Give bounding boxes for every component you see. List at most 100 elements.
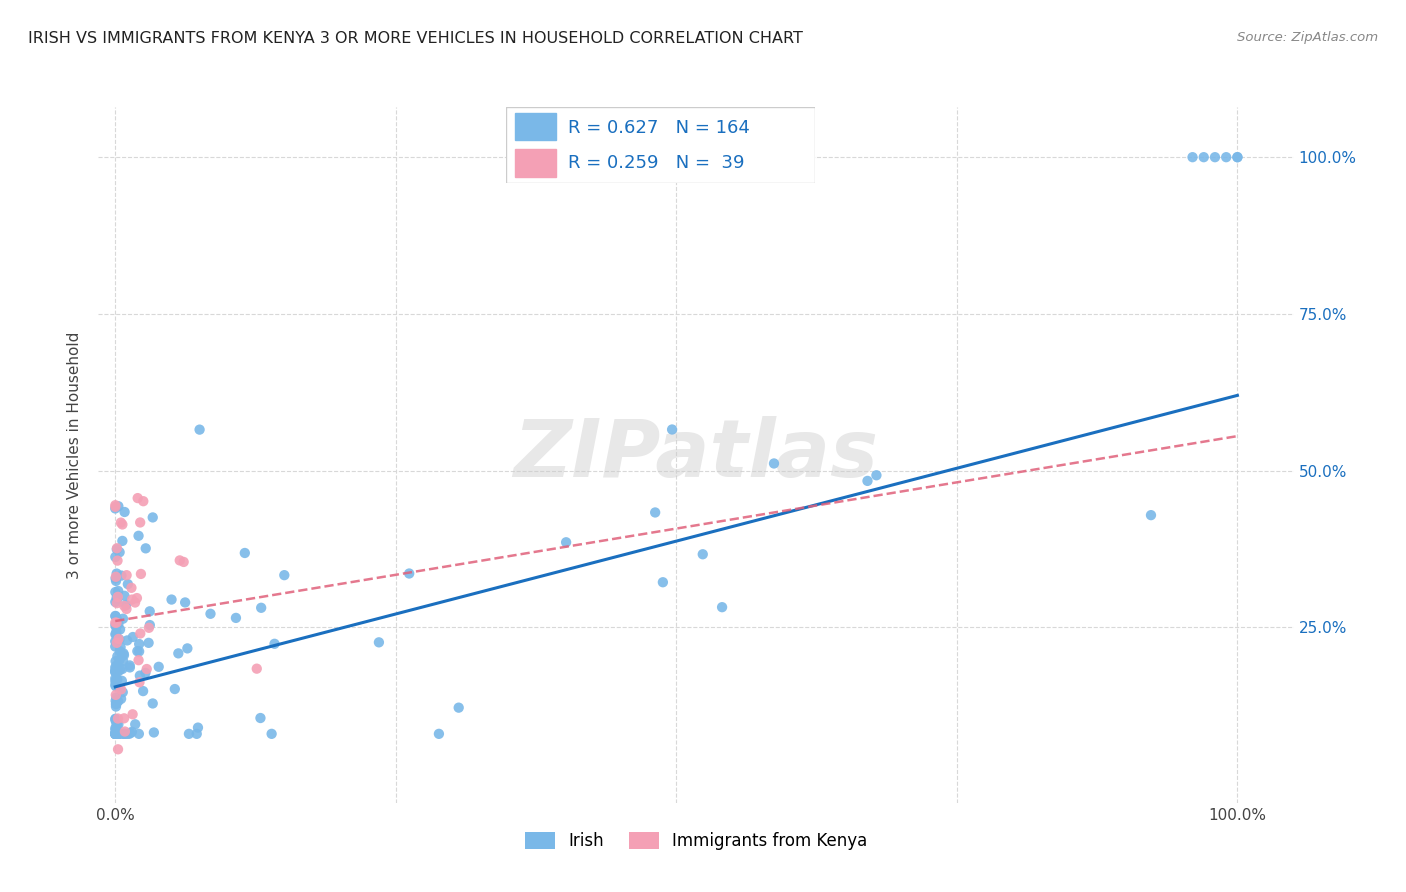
Point: [139, 618, 162, 632]
Point: [173, 555, 195, 569]
Point: [128, 637, 150, 651]
Point: [105, 620, 128, 634]
Point: [111, 517, 134, 532]
Point: [111, 685, 134, 699]
Point: [104, 727, 127, 741]
Point: [110, 640, 132, 655]
Point: [114, 589, 136, 603]
Point: [762, 457, 785, 471]
Point: [128, 668, 150, 682]
Point: [104, 549, 127, 564]
Point: [104, 678, 127, 692]
Point: [115, 568, 138, 582]
Point: [105, 627, 128, 641]
Point: [273, 568, 295, 582]
Point: [111, 612, 134, 626]
Point: [104, 727, 127, 741]
Point: [105, 566, 128, 581]
Point: [112, 711, 135, 725]
Point: [104, 665, 127, 679]
Point: [260, 727, 283, 741]
Point: [138, 636, 160, 650]
Point: [105, 596, 128, 610]
Point: [104, 595, 127, 609]
Point: [134, 665, 156, 680]
Point: [104, 712, 127, 726]
Point: [142, 697, 165, 711]
Point: [176, 641, 198, 656]
Point: [107, 712, 129, 726]
Point: [104, 500, 127, 514]
Point: [110, 568, 132, 582]
Point: [105, 612, 128, 626]
Point: [128, 529, 150, 543]
Point: [105, 624, 128, 639]
Point: [105, 542, 128, 557]
Point: [104, 574, 127, 588]
Point: [104, 663, 127, 677]
Point: [104, 660, 127, 674]
Point: [107, 727, 129, 741]
Point: [129, 516, 152, 530]
Point: [246, 662, 269, 676]
Point: [107, 742, 129, 756]
Point: [104, 727, 127, 741]
Point: [186, 727, 208, 741]
Point: [114, 505, 136, 519]
Point: [105, 727, 128, 741]
Point: [142, 510, 165, 524]
Point: [105, 716, 128, 731]
Point: [711, 600, 734, 615]
Point: [121, 724, 143, 739]
Point: [117, 577, 139, 591]
Point: [105, 727, 128, 741]
Point: [1192, 150, 1215, 164]
Point: [104, 688, 127, 702]
Text: R = 0.627   N = 164: R = 0.627 N = 164: [568, 119, 749, 136]
Text: R = 0.259   N =  39: R = 0.259 N = 39: [568, 154, 745, 172]
Point: [111, 662, 134, 676]
Point: [104, 615, 127, 630]
Point: [104, 727, 127, 741]
Point: [104, 501, 127, 516]
Point: [104, 675, 127, 690]
Point: [105, 591, 128, 605]
Point: [104, 727, 127, 741]
Point: [104, 697, 127, 711]
Point: [692, 547, 714, 561]
Point: [104, 640, 127, 654]
Point: [105, 719, 128, 733]
Point: [104, 712, 127, 726]
Y-axis label: 3 or more Vehicles in Household: 3 or more Vehicles in Household: [67, 331, 83, 579]
Point: [104, 654, 127, 668]
Point: [115, 602, 138, 616]
Point: [104, 727, 127, 741]
Point: [160, 592, 183, 607]
Bar: [516, 113, 555, 140]
Point: [105, 727, 128, 741]
Point: [174, 595, 197, 609]
Point: [107, 727, 129, 741]
Point: [112, 599, 135, 613]
Point: [128, 644, 150, 658]
Point: [177, 727, 200, 741]
Point: [115, 633, 138, 648]
Point: [104, 727, 127, 741]
Point: [104, 665, 127, 679]
Point: [124, 595, 146, 609]
Point: [188, 423, 211, 437]
Point: [555, 535, 578, 549]
Point: [187, 721, 209, 735]
Point: [105, 636, 128, 650]
Point: [107, 500, 129, 514]
Point: [104, 634, 127, 648]
Point: [104, 680, 127, 694]
Point: [125, 591, 148, 605]
Point: [233, 546, 256, 560]
Point: [121, 707, 143, 722]
Point: [108, 663, 131, 677]
Point: [105, 722, 128, 736]
Point: [108, 632, 131, 647]
Point: [108, 623, 131, 637]
Point: [107, 665, 129, 679]
